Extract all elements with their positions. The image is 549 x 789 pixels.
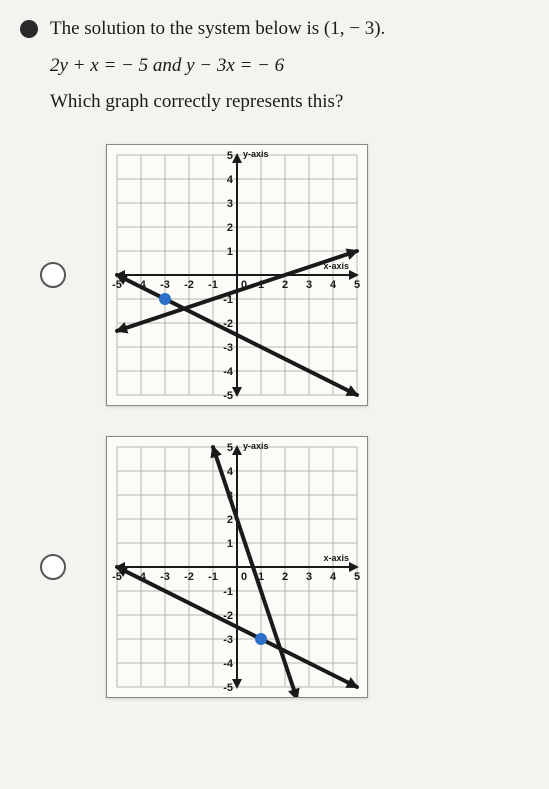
svg-text:-4: -4 [223, 658, 234, 670]
svg-text:3: 3 [306, 279, 312, 291]
question-line-2: 2y + x = − 5 and y − 3x = − 6 [50, 53, 385, 80]
svg-text:2: 2 [282, 571, 288, 583]
svg-text:-5: -5 [223, 390, 233, 402]
graph-b: 54321-1-2-3-4-5-5-4-3-2-1123450y-axisx-a… [107, 437, 367, 697]
svg-text:y-axis: y-axis [243, 149, 269, 159]
question-block: The solution to the system below is (1, … [20, 16, 529, 126]
svg-text:1: 1 [227, 246, 233, 258]
svg-text:5: 5 [354, 279, 360, 291]
graph-a: 54321-1-2-3-4-5-5-4-3-2-1123450y-axisx-a… [107, 145, 367, 405]
svg-text:x-axis: x-axis [323, 553, 349, 563]
svg-text:4: 4 [227, 466, 234, 478]
svg-text:-3: -3 [223, 634, 233, 646]
svg-text:y-axis: y-axis [243, 441, 269, 451]
svg-text:5: 5 [227, 442, 233, 454]
svg-text:2: 2 [282, 279, 288, 291]
svg-text:5: 5 [354, 571, 360, 583]
graph-b-container: 54321-1-2-3-4-5-5-4-3-2-1123450y-axisx-a… [106, 436, 368, 698]
svg-text:-3: -3 [160, 279, 170, 291]
svg-text:4: 4 [330, 279, 337, 291]
question-line-3: Which graph correctly represents this? [50, 89, 385, 116]
svg-text:-5: -5 [223, 682, 233, 694]
graph-a-container: 54321-1-2-3-4-5-5-4-3-2-1123450y-axisx-a… [106, 144, 368, 406]
svg-text:5: 5 [227, 150, 233, 162]
svg-text:0: 0 [241, 571, 247, 583]
question-line-1: The solution to the system below is (1, … [50, 16, 385, 43]
option-a-row: 54321-1-2-3-4-5-5-4-3-2-1123450y-axisx-a… [20, 144, 529, 406]
svg-text:-4: -4 [223, 366, 234, 378]
svg-text:4: 4 [330, 571, 337, 583]
option-b-radio[interactable] [40, 554, 66, 580]
svg-text:-1: -1 [208, 279, 218, 291]
svg-text:-2: -2 [184, 279, 194, 291]
svg-text:2: 2 [227, 222, 233, 234]
svg-text:2: 2 [227, 514, 233, 526]
option-a-radio[interactable] [40, 262, 66, 288]
svg-text:1: 1 [227, 538, 233, 550]
svg-text:-2: -2 [184, 571, 194, 583]
svg-text:3: 3 [306, 571, 312, 583]
svg-text:-1: -1 [223, 586, 233, 598]
question-bullet [20, 20, 38, 38]
svg-text:-1: -1 [208, 571, 218, 583]
option-b-row: 54321-1-2-3-4-5-5-4-3-2-1123450y-axisx-a… [20, 436, 529, 698]
svg-text:4: 4 [227, 174, 234, 186]
question-text: The solution to the system below is (1, … [50, 16, 385, 126]
svg-text:3: 3 [227, 198, 233, 210]
svg-text:-3: -3 [160, 571, 170, 583]
svg-text:-3: -3 [223, 342, 233, 354]
